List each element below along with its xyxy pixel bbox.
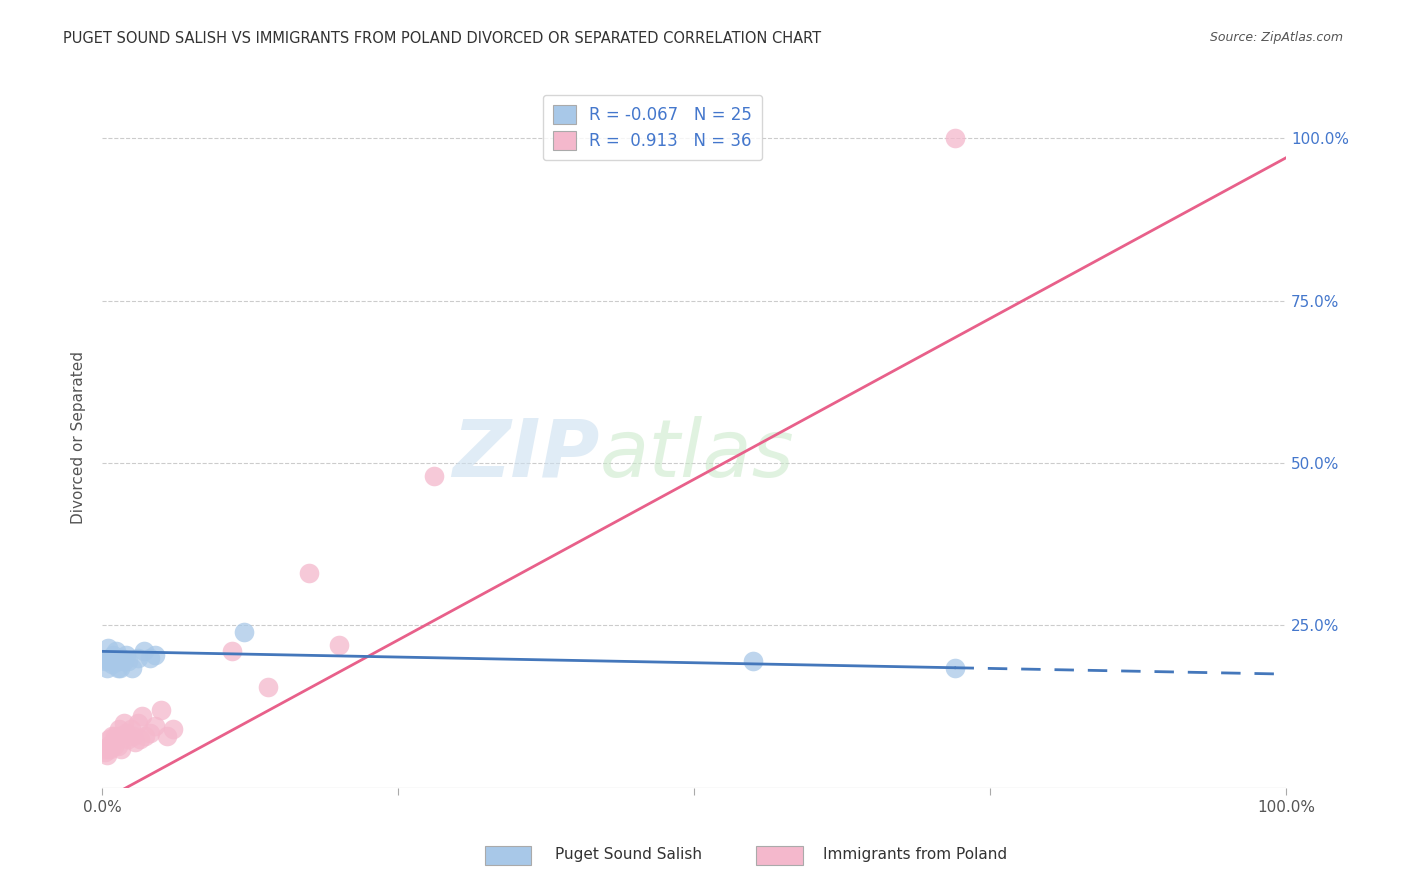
Point (221, 644, 243, 658)
Text: atlas: atlas (599, 416, 794, 493)
Point (132, 644, 155, 658)
Point (98, 732, 121, 747)
Point (422, 469, 444, 483)
Legend: R = -0.067   N = 25, R =  0.913   N = 36: R = -0.067 N = 25, R = 0.913 N = 36 (543, 95, 762, 160)
Point (145, 719, 167, 733)
Text: Immigrants from Poland: Immigrants from Poland (823, 847, 1007, 862)
Point (107, 654, 129, 668)
Point (127, 651, 149, 665)
Y-axis label: Divorced or Separated: Divorced or Separated (72, 351, 86, 524)
Point (150, 703, 173, 717)
Point (115, 648, 138, 662)
Point (108, 660, 131, 674)
Text: PUGET SOUND SALISH VS IMMIGRANTS FROM POLAND DIVORCED OR SEPARATED CORRELATION C: PUGET SOUND SALISH VS IMMIGRANTS FROM PO… (63, 31, 821, 46)
Text: ZIP: ZIP (451, 416, 599, 493)
Point (103, 654, 125, 668)
Point (100, 741, 122, 756)
Point (127, 715, 149, 730)
Point (104, 729, 127, 743)
Point (943, 131, 966, 145)
Point (138, 725, 160, 739)
Point (138, 651, 160, 665)
Text: Source: ZipAtlas.com: Source: ZipAtlas.com (1209, 31, 1343, 45)
Point (112, 654, 135, 668)
Point (93, 654, 115, 668)
Point (107, 660, 129, 674)
Point (107, 723, 129, 737)
Point (100, 657, 122, 672)
Point (100, 729, 122, 743)
Point (105, 644, 128, 658)
Point (110, 651, 132, 665)
Point (117, 654, 139, 668)
Point (96, 660, 118, 674)
Point (156, 729, 179, 743)
Point (943, 660, 966, 674)
Point (98, 654, 121, 668)
Point (105, 732, 128, 747)
Point (97, 739, 120, 753)
Point (101, 735, 124, 749)
Text: Puget Sound Salish: Puget Sound Salish (555, 847, 703, 862)
Point (103, 739, 125, 753)
Point (162, 723, 184, 737)
Point (108, 729, 131, 743)
Point (107, 739, 129, 753)
Point (94, 741, 117, 756)
Point (112, 715, 135, 730)
Point (117, 732, 139, 747)
Point (131, 709, 153, 723)
Point (101, 648, 124, 662)
Point (110, 741, 132, 756)
Point (122, 729, 145, 743)
Point (120, 723, 142, 737)
Point (121, 660, 143, 674)
Point (96, 748, 118, 763)
Point (298, 566, 321, 581)
Point (100, 651, 122, 665)
Point (233, 624, 256, 639)
Point (742, 654, 765, 668)
Point (328, 638, 350, 652)
Point (104, 651, 127, 665)
Point (115, 725, 138, 739)
Point (145, 648, 167, 662)
Point (124, 735, 146, 749)
Point (129, 732, 152, 747)
Point (97, 641, 120, 656)
Point (257, 680, 280, 694)
Point (93, 745, 115, 759)
Point (134, 729, 156, 743)
